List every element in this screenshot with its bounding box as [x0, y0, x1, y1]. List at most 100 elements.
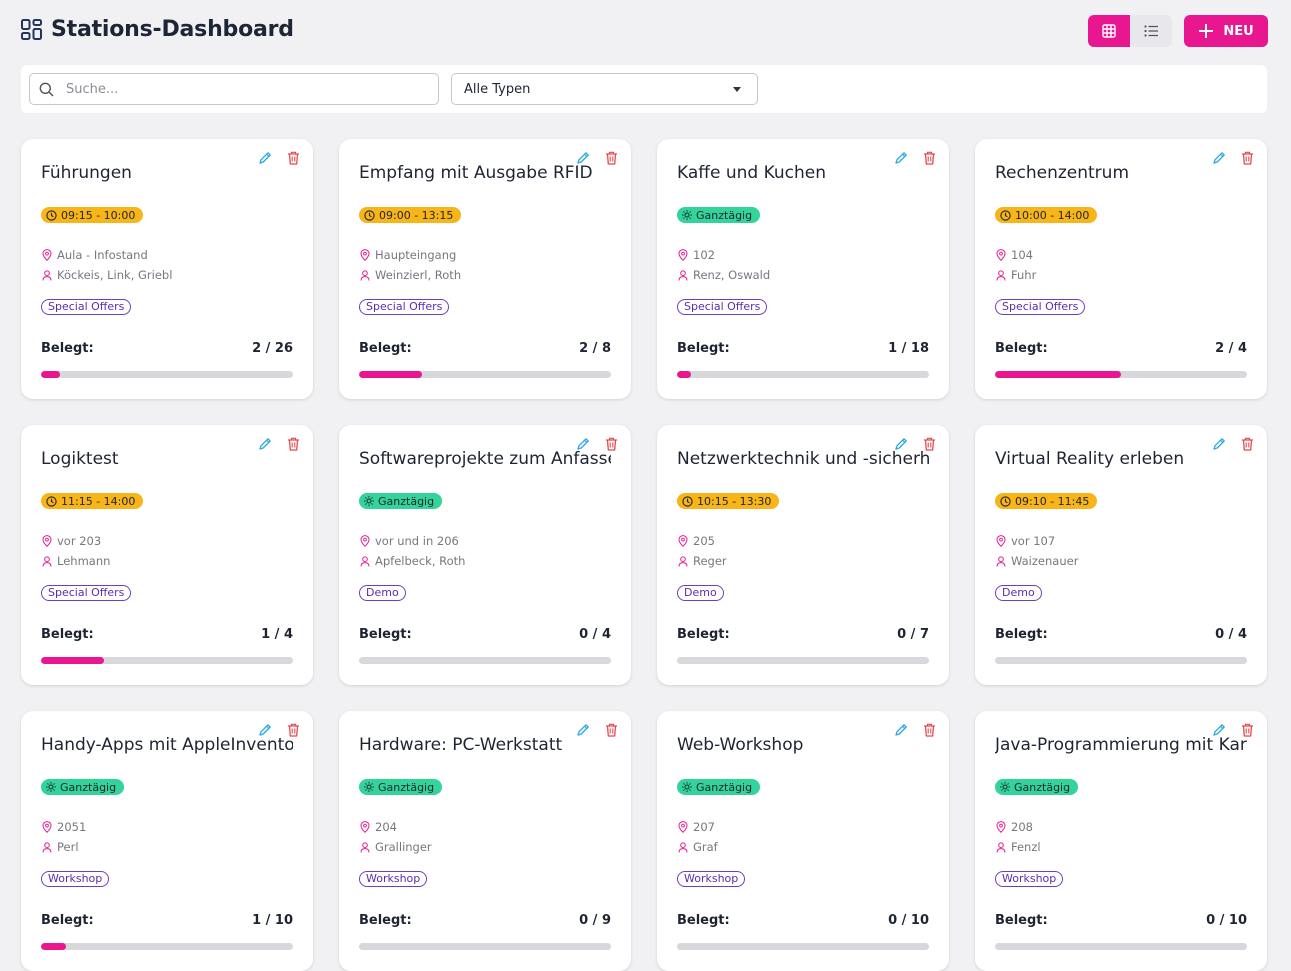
occupancy-progress [677, 943, 929, 950]
station-card[interactable]: Hardware: PC-Werkstatt [339, 711, 631, 971]
location-text: 2051 [57, 820, 87, 834]
time-badge-label: Ganztägig [378, 494, 435, 508]
station-card[interactable]: Web-Workshop [657, 711, 949, 971]
page-title: Stations-Dashboard [51, 17, 294, 42]
station-name: Führungen [41, 163, 132, 183]
station-card[interactable]: Java-Programmierung mit Karol [975, 711, 1267, 971]
people-row: Grallinger [360, 840, 432, 854]
pencil-icon[interactable] [258, 151, 272, 165]
sun-icon [682, 782, 692, 792]
people-row: Perl [42, 840, 79, 854]
time-badge: 10:15 - 13:30 [677, 493, 780, 509]
pencil-icon[interactable] [894, 437, 908, 451]
people-row: Köckeis, Link, Griebl [42, 268, 172, 282]
pencil-icon[interactable] [576, 437, 590, 451]
trash-icon[interactable] [605, 723, 618, 737]
person-icon [996, 841, 1006, 853]
occupancy-label: Belegt: [359, 627, 412, 642]
people-text: Graf [693, 840, 718, 854]
location-row: Aula - Infostand [42, 248, 148, 262]
occupancy-progress [359, 943, 611, 950]
people-text: Waizenauer [1011, 554, 1079, 568]
search-input[interactable] [64, 80, 388, 98]
trash-icon[interactable] [287, 437, 300, 451]
trash-icon[interactable] [287, 151, 300, 165]
occupancy-label: Belegt: [677, 627, 730, 642]
map-pin-icon [42, 249, 52, 261]
pencil-icon[interactable] [894, 723, 908, 737]
occupancy-progress [41, 371, 293, 378]
time-badge-label: 09:00 - 13:15 [379, 208, 454, 222]
station-card[interactable]: Kaffe und Kuchen [657, 139, 949, 399]
occupancy-progress [995, 943, 1247, 950]
pencil-icon[interactable] [1212, 723, 1226, 737]
type-filter-select[interactable]: Alle Typen [451, 73, 758, 105]
pencil-icon[interactable] [1212, 151, 1226, 165]
dashboard-grid-icon [21, 19, 42, 40]
occupancy-label: Belegt: [995, 341, 1048, 356]
trash-icon[interactable] [923, 723, 936, 737]
person-icon [42, 269, 52, 281]
station-card[interactable]: Netzwerktechnik und -sicherheit 10:15 - … [657, 425, 949, 685]
station-card[interactable]: Rechenzentrum 10:00 - 14:00 [975, 139, 1267, 399]
time-badge-label: Ganztägig [60, 780, 117, 794]
person-icon [42, 841, 52, 853]
people-text: Reger [693, 554, 727, 568]
location-text: vor und in 206 [375, 534, 459, 548]
occupancy-progress-fill [41, 657, 104, 664]
sun-icon [364, 782, 374, 792]
location-row: 2051 [42, 820, 86, 834]
trash-icon[interactable] [605, 151, 618, 165]
occupancy-value: 0 / 7 [897, 627, 929, 642]
trash-icon[interactable] [287, 723, 300, 737]
pencil-icon[interactable] [576, 723, 590, 737]
occupancy-progress [359, 371, 611, 378]
station-card[interactable]: Logiktest 11:15 - 14:00 v [21, 425, 313, 685]
trash-icon[interactable] [923, 437, 936, 451]
occupancy-label: Belegt: [41, 341, 94, 356]
trash-icon[interactable] [1241, 437, 1254, 451]
occupancy-progress-fill [677, 371, 692, 378]
map-pin-icon [42, 821, 52, 833]
station-card[interactable]: Virtual Reality erleben 09:10 - 11:45 [975, 425, 1267, 685]
location-row: 208 [996, 820, 1033, 834]
station-card[interactable]: Softwareprojekte zum Anfassen [339, 425, 631, 685]
pencil-icon[interactable] [894, 151, 908, 165]
occupancy-value: 1 / 4 [261, 627, 293, 642]
trash-icon[interactable] [1241, 723, 1254, 737]
list-view-button[interactable] [1130, 15, 1172, 47]
occupancy-progress [41, 943, 293, 950]
station-card[interactable]: Handy-Apps mit AppleInventor [21, 711, 313, 971]
time-badge: 09:10 - 11:45 [995, 493, 1098, 509]
occupancy-label: Belegt: [359, 913, 412, 928]
station-card[interactable]: Empfang mit Ausgabe RFID 09:00 - 13:15 [339, 139, 631, 399]
filter-bar: Alle Typen [21, 65, 1267, 113]
trash-icon[interactable] [923, 151, 936, 165]
map-pin-icon [996, 249, 1006, 261]
new-station-button[interactable]: NEU [1184, 15, 1268, 47]
pencil-icon[interactable] [576, 151, 590, 165]
station-card[interactable]: Führungen 09:15 - 10:00 A [21, 139, 313, 399]
station-name: Rechenzentrum [995, 163, 1130, 183]
category-tag: Demo [677, 585, 724, 601]
category-tag: Special Offers [677, 299, 768, 315]
time-badge-label: 09:15 - 10:00 [61, 208, 136, 222]
location-row: vor und in 206 [360, 534, 459, 548]
pencil-icon[interactable] [258, 723, 272, 737]
trash-icon[interactable] [605, 437, 618, 451]
list-view-icon [1143, 25, 1158, 37]
grid-view-button[interactable] [1088, 15, 1130, 47]
pencil-icon[interactable] [1212, 437, 1226, 451]
category-tag: Workshop [677, 871, 746, 887]
trash-icon[interactable] [1241, 151, 1254, 165]
map-pin-icon [360, 535, 370, 547]
time-badge: 11:15 - 14:00 [41, 493, 144, 509]
people-text: Apfelbeck, Roth [375, 554, 466, 568]
clock-icon [364, 209, 375, 221]
person-icon [678, 555, 688, 567]
occupancy-progress [995, 657, 1247, 664]
occupancy-progress [359, 657, 611, 664]
pencil-icon[interactable] [258, 437, 272, 451]
page-header: Stations-Dashboard [21, 15, 1268, 51]
people-row: Fuhr [996, 268, 1036, 282]
